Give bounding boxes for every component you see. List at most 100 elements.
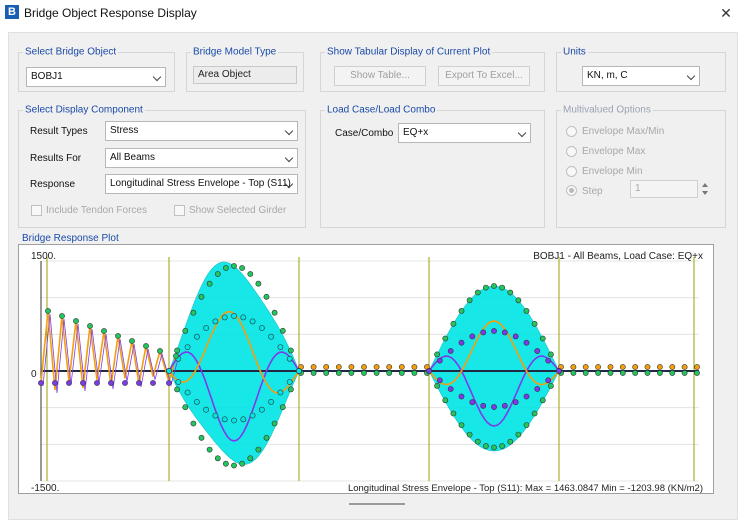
response-label: Response: [30, 179, 76, 190]
multivalued-options-title: Multivalued Options: [561, 104, 653, 116]
stress-point: [512, 399, 519, 406]
stress-point: [221, 314, 228, 321]
stress-point: [466, 297, 473, 304]
stress-point: [271, 420, 278, 427]
stress-point: [534, 348, 541, 354]
stress-point: [434, 382, 440, 389]
stress-point: [206, 446, 213, 453]
stress-point: [548, 351, 554, 358]
show-table-button[interactable]: Show Table...: [334, 66, 426, 86]
stress-point: [263, 293, 270, 300]
case-combo-select[interactable]: EQ+x: [398, 123, 531, 143]
stress-point: [166, 380, 172, 386]
stress-point: [247, 271, 254, 277]
stress-points: [38, 263, 700, 469]
stress-envelope: [168, 261, 560, 465]
stress-point: [286, 379, 293, 385]
stress-point: [556, 368, 562, 374]
stress-point: [458, 308, 465, 314]
stress-point: [632, 370, 639, 376]
stress-point: [231, 417, 237, 424]
bridge-object-value: BOBJ1: [31, 71, 63, 82]
stress-point: [240, 314, 247, 321]
stress-point: [523, 339, 530, 346]
stress-point: [474, 438, 481, 445]
stress-point: [323, 364, 330, 370]
stress-point: [491, 283, 497, 289]
stress-point: [499, 443, 505, 449]
stress-point: [255, 446, 262, 453]
export-excel-button[interactable]: Export To Excel...: [438, 66, 530, 86]
include-tendon-label: Include Tendon Forces: [46, 205, 147, 216]
stress-point: [548, 382, 554, 389]
stress-point: [184, 344, 191, 350]
stress-point: [361, 364, 367, 370]
stress-point: [129, 338, 135, 344]
stress-point: [373, 364, 380, 370]
stress-point: [386, 370, 393, 376]
bridge-object-combo[interactable]: BOBJ1: [26, 67, 166, 87]
plot-canvas: 1500. 0 -1500. BOBJ1 - All Beams, Load C…: [31, 251, 703, 493]
stress-point: [198, 293, 205, 300]
stress-point: [669, 370, 676, 376]
app-icon: B: [5, 5, 19, 19]
stress-point: [247, 455, 254, 462]
stress-point: [222, 265, 229, 271]
envelope-max-radio[interactable]: [566, 146, 577, 157]
stress-point: [480, 329, 487, 336]
stress-point: [458, 393, 465, 400]
stress-point: [348, 370, 355, 376]
display-component-title: Select Display Component: [23, 104, 145, 116]
step-spinner[interactable]: 1: [630, 180, 698, 198]
stress-point: [101, 328, 107, 334]
units-title: Units: [561, 46, 588, 58]
stress-point: [545, 377, 552, 384]
stress-point: [310, 364, 317, 370]
stress-point: [436, 377, 443, 384]
spin-down-icon[interactable]: [702, 191, 708, 195]
stress-point: [323, 370, 330, 376]
stress-point: [482, 443, 489, 449]
stress-point: [73, 318, 79, 324]
bridge-response-plot: 1500. 0 -1500. BOBJ1 - All Beams, Load C…: [18, 244, 714, 494]
stress-point: [38, 380, 44, 386]
stress-point: [632, 364, 639, 370]
bridge-model-type-group: Bridge Model Type: [186, 46, 304, 92]
stress-point: [501, 402, 508, 409]
stress-point: [239, 265, 245, 271]
envelope-maxmin-radio[interactable]: [566, 126, 577, 137]
stress-point: [240, 416, 247, 423]
stress-point: [447, 348, 454, 354]
show-selected-girder-checkbox[interactable]: [174, 205, 185, 216]
chevron-down-icon: [284, 126, 294, 136]
envelope-maxmin-label: Envelope Max/Min: [582, 126, 665, 137]
close-button[interactable]: ✕: [720, 5, 732, 21]
spin-up-icon[interactable]: [702, 183, 708, 187]
step-spinner-arrows[interactable]: [700, 180, 710, 198]
units-combo[interactable]: KN, m, C: [582, 66, 700, 86]
splitter-handle[interactable]: [349, 503, 405, 505]
select-bridge-object-title: Select Bridge Object: [23, 46, 119, 58]
result-types-label: Result Types: [30, 126, 88, 137]
results-for-combo[interactable]: All Beams: [105, 148, 298, 168]
stress-point: [531, 320, 538, 327]
stress-point: [203, 406, 209, 413]
stress-point: [442, 335, 449, 342]
stress-point: [512, 333, 519, 340]
response-combo[interactable]: Longitudinal Stress Envelope - Top (S11): [105, 174, 298, 194]
y-axis-min-label: -1500.: [31, 483, 59, 493]
response-wave-span-4-b: [428, 320, 560, 386]
stress-point: [198, 434, 205, 441]
step-radio[interactable]: [566, 185, 577, 196]
stress-point: [466, 431, 473, 438]
stress-point: [398, 364, 405, 370]
stress-point: [174, 347, 180, 354]
stress-point: [499, 284, 505, 291]
include-tendon-checkbox[interactable]: [31, 205, 42, 216]
stress-point: [595, 364, 601, 370]
envelope-min-radio[interactable]: [566, 166, 577, 177]
result-types-combo[interactable]: Stress: [105, 121, 298, 141]
multivalued-options-group: Multivalued Options: [556, 104, 726, 228]
stress-point: [94, 380, 100, 386]
stress-point: [450, 410, 457, 417]
